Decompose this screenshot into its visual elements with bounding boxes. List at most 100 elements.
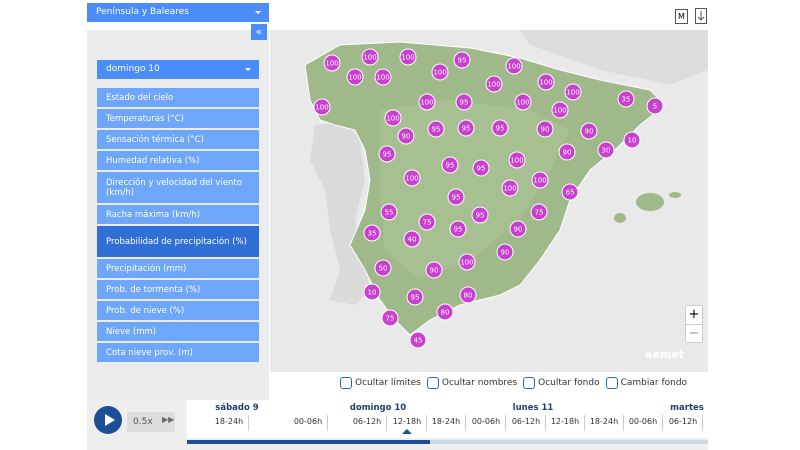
marker[interactable]: 65 bbox=[561, 183, 579, 201]
marker[interactable]: 90 bbox=[580, 122, 598, 140]
slot-label[interactable]: 00-06h bbox=[293, 417, 323, 426]
slot-label[interactable]: 18-24h bbox=[589, 417, 619, 426]
menu-item[interactable]: Dirección y velocidad del viento (km/h) bbox=[97, 172, 259, 204]
menu-item[interactable]: Racha máxima (km/h) bbox=[97, 205, 259, 225]
marker-circle bbox=[380, 203, 398, 221]
menu-item[interactable]: Prob. de nieve (%) bbox=[97, 301, 259, 321]
forward-icon[interactable]: ▶▶ bbox=[162, 415, 175, 424]
marker[interactable]: 100 bbox=[501, 179, 519, 197]
marker[interactable]: 100 bbox=[361, 48, 379, 66]
marker[interactable]: 100 bbox=[403, 169, 421, 187]
marker[interactable]: 75 bbox=[418, 213, 436, 231]
marker[interactable]: 95 bbox=[427, 120, 445, 138]
zoom-out[interactable]: − bbox=[688, 326, 700, 341]
slot-label[interactable]: 06-12h bbox=[511, 417, 541, 426]
menu-item[interactable]: Prob. de tormenta (%) bbox=[97, 280, 259, 300]
marker[interactable]: 95 bbox=[406, 288, 424, 306]
menu-item[interactable]: Sensación térmica (°C) bbox=[97, 130, 259, 150]
marker[interactable]: 80 bbox=[436, 303, 454, 321]
marker[interactable]: 100 bbox=[313, 98, 331, 116]
menu-item[interactable]: Humedad relativa (%) bbox=[97, 151, 259, 171]
marker[interactable]: 90 bbox=[536, 120, 554, 138]
marker[interactable]: 35 bbox=[617, 90, 635, 108]
marker[interactable]: 90 bbox=[496, 243, 514, 261]
marker[interactable]: 95 bbox=[449, 220, 467, 238]
slot-label[interactable]: 12-18h bbox=[392, 417, 422, 426]
marker[interactable]: 5 bbox=[646, 97, 664, 115]
marker[interactable]: 90 bbox=[558, 143, 576, 161]
marker[interactable]: 10 bbox=[623, 131, 641, 149]
marker[interactable]: 95 bbox=[472, 159, 490, 177]
marker[interactable]: 75 bbox=[530, 203, 548, 221]
m-icon[interactable]: M bbox=[675, 9, 688, 24]
marker[interactable]: 100 bbox=[431, 63, 449, 81]
region-select[interactable]: Península y Baleares bbox=[87, 3, 269, 22]
marker[interactable]: 95 bbox=[457, 119, 475, 137]
marker[interactable]: 100 bbox=[458, 253, 476, 271]
menu-item[interactable]: Estado del cielo bbox=[97, 88, 259, 108]
menu-item[interactable]: Nieve (mm) bbox=[97, 322, 259, 342]
checkbox-option[interactable]: Ocultar fondo bbox=[523, 377, 599, 389]
checkbox-option[interactable]: Ocultar nombres bbox=[427, 377, 517, 389]
slot-label[interactable]: 06-12h bbox=[352, 417, 382, 426]
zoom-in[interactable]: + bbox=[686, 306, 702, 325]
slot-label[interactable]: 00-06h bbox=[471, 417, 501, 426]
marker[interactable]: 95 bbox=[491, 119, 509, 137]
marker-value: 30 bbox=[602, 147, 611, 155]
marker[interactable]: 100 bbox=[514, 93, 532, 111]
marker[interactable]: 90 bbox=[397, 127, 415, 145]
slot-label[interactable]: 18-24h bbox=[431, 417, 461, 426]
marker[interactable]: 100 bbox=[564, 83, 582, 101]
speed[interactable]: 0.5x bbox=[127, 412, 175, 432]
marker[interactable]: 100 bbox=[346, 68, 364, 86]
menu-item[interactable]: Probabilidad de precipitación (%) bbox=[97, 226, 259, 258]
marker[interactable]: 35 bbox=[363, 224, 381, 242]
slot-label[interactable]: 06-12h bbox=[668, 417, 698, 426]
marker[interactable]: 100 bbox=[505, 57, 523, 75]
day-select[interactable]: domingo 10 bbox=[97, 60, 259, 79]
marker[interactable]: 90 bbox=[509, 220, 527, 238]
marker[interactable]: 30 bbox=[597, 141, 615, 159]
download-icon[interactable] bbox=[695, 8, 707, 24]
marker[interactable]: 95 bbox=[453, 51, 471, 69]
play-button[interactable] bbox=[94, 406, 122, 434]
marker-circle bbox=[558, 143, 576, 161]
menu-item[interactable]: Temperaturas (°C) bbox=[97, 109, 259, 129]
checkbox-option[interactable]: Ocultar límites bbox=[340, 377, 421, 389]
checkbox-option[interactable]: Cambiar fondo bbox=[606, 377, 687, 389]
slot-label[interactable]: 18-24h bbox=[214, 417, 244, 426]
marker[interactable]: 50 bbox=[374, 259, 392, 277]
marker[interactable]: 100 bbox=[551, 101, 569, 119]
marker[interactable]: 100 bbox=[537, 73, 555, 91]
marker[interactable]: 95 bbox=[455, 93, 473, 111]
marker-value: 100 bbox=[503, 185, 516, 193]
menu-item[interactable]: Precipitación (mm) bbox=[97, 259, 259, 279]
scrollbar[interactable] bbox=[187, 440, 708, 444]
marker[interactable]: 40 bbox=[403, 230, 421, 248]
marker[interactable]: 10 bbox=[363, 283, 381, 301]
marker[interactable]: 95 bbox=[447, 188, 465, 206]
marker[interactable]: 100 bbox=[323, 54, 341, 72]
marker[interactable]: 100 bbox=[399, 48, 417, 66]
marker-circle bbox=[384, 109, 402, 127]
marker[interactable]: 95 bbox=[378, 145, 396, 163]
marker[interactable]: 95 bbox=[471, 206, 489, 224]
marker[interactable]: 90 bbox=[425, 261, 443, 279]
collapse-button[interactable]: « bbox=[251, 24, 267, 40]
marker[interactable]: 95 bbox=[441, 156, 459, 174]
marker[interactable]: 80 bbox=[459, 286, 477, 304]
marker-circle bbox=[455, 93, 473, 111]
marker[interactable]: 100 bbox=[418, 93, 436, 111]
marker[interactable]: 100 bbox=[374, 68, 392, 86]
menu-item[interactable]: Cota nieve prov. (m) bbox=[97, 343, 259, 363]
marker[interactable]: 100 bbox=[485, 75, 503, 93]
slot-label[interactable]: 12-18h bbox=[550, 417, 580, 426]
marker[interactable]: 75 bbox=[381, 309, 399, 327]
marker[interactable]: 100 bbox=[508, 151, 526, 169]
marker[interactable]: 100 bbox=[531, 171, 549, 189]
slot-label[interactable]: 00-06h bbox=[628, 417, 658, 426]
marker[interactable]: 55 bbox=[380, 203, 398, 221]
marker[interactable]: 45 bbox=[409, 331, 427, 349]
marker-value: 10 bbox=[368, 289, 377, 297]
marker[interactable]: 100 bbox=[384, 109, 402, 127]
